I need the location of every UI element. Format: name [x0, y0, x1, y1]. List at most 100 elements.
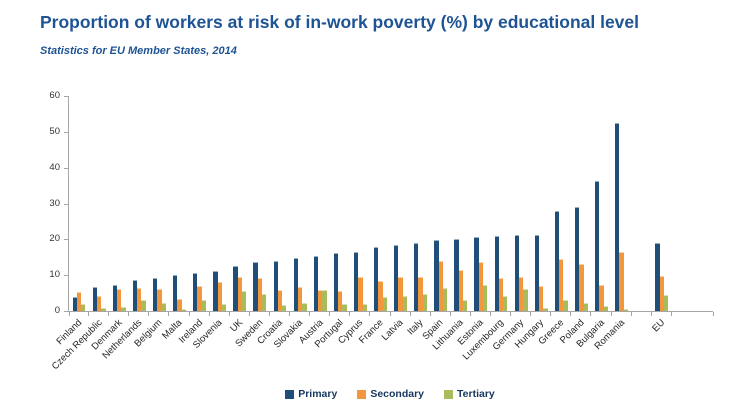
bar-tertiary-greece [563, 299, 568, 311]
bar-group-lithuania [451, 96, 471, 316]
bar-tertiary-denmark [121, 306, 126, 311]
bar-secondary-finland [76, 292, 82, 311]
chart-subtitle: Statistics for EU Member States, 2014 [40, 45, 237, 57]
bar-tertiary-slovenia [221, 303, 227, 311]
y-axis-tick-label-10: 10 [49, 269, 60, 281]
x-label-slot: Slovenia [191, 312, 229, 384]
legend-label-tertiary: Tertiary [457, 388, 495, 400]
bar-secondary-luxembourg [498, 278, 504, 311]
bar-primary-austria [313, 256, 319, 311]
bar-group-germany [511, 96, 532, 316]
bar-primary-france [374, 246, 379, 311]
x-label-slot: Slovakia [272, 312, 309, 384]
legend-label-primary: Primary [298, 388, 338, 400]
spacer-slot [632, 96, 652, 316]
bar-tertiary-poland [583, 303, 588, 311]
bar-secondary-bulgaria [599, 284, 604, 311]
x-label-slot: Cyprus [336, 312, 369, 384]
bar-tertiary-luxembourg [503, 296, 508, 311]
y-axis-tick-label-20: 20 [49, 233, 60, 245]
bar-group-finland [69, 96, 90, 316]
bar-tertiary-uk [241, 291, 247, 311]
bar-tertiary-romania [623, 308, 629, 311]
bar-secondary-slovakia [297, 287, 303, 311]
bar-tertiary-finland [81, 303, 86, 311]
x-label-slot: France [357, 312, 389, 384]
legend: Primary Secondary Tertiary [68, 388, 712, 400]
bar-primary-belgium [152, 278, 158, 311]
bar-secondary-croatia [277, 289, 283, 311]
bar-group-hungary [531, 96, 552, 316]
bar-primary-romania [615, 122, 620, 311]
y-axis-tick-label-40: 40 [49, 161, 60, 173]
y-axis-tick-mark [64, 311, 68, 312]
bar-secondary-spain [438, 261, 443, 311]
bar-group-spain [431, 96, 451, 316]
legend-item-secondary: Secondary [357, 388, 424, 400]
y-axis-tick-mark [64, 131, 68, 133]
legend-item-tertiary: Tertiary [444, 388, 495, 400]
x-axis-labels: Finland Czech Republic Denmark Netherlands B… [49, 312, 671, 384]
y-axis-tick-label-30: 30 [49, 197, 60, 209]
bar-group-ireland [190, 96, 210, 316]
bar-tertiary-italy [422, 293, 428, 311]
legend-item-primary: Primary [285, 388, 337, 400]
y-axis-tick-mark [64, 275, 68, 277]
y-axis-tick-mark [64, 239, 68, 241]
bar-secondary-portugal [338, 291, 343, 311]
x-label-slot: Sweden [233, 312, 269, 384]
bar-group-bulgaria [591, 96, 612, 316]
bar-group-denmark [109, 96, 130, 316]
bar-tertiary-belgium [161, 303, 166, 311]
bar-tertiary-bulgaria [603, 305, 608, 311]
bar-primary-luxembourg [494, 235, 499, 311]
bar-primary-portugal [333, 253, 339, 311]
bar-tertiary-sweden [262, 293, 267, 311]
bar-primary-netherlands [132, 280, 138, 311]
legend-swatch-primary [285, 389, 295, 399]
bar-tertiary-czech-republic [101, 307, 106, 311]
bar-primary-germany [514, 235, 519, 311]
bar-groups [69, 96, 672, 316]
bar-primary-bulgaria [595, 180, 600, 311]
bar-secondary-hungary [539, 286, 544, 311]
bar-primary-czech-republic [92, 286, 97, 311]
bar-group-portugal [330, 96, 351, 316]
bar-tertiary-estonia [483, 284, 488, 311]
bar-group-poland [571, 96, 592, 316]
bar-group-cyprus [350, 96, 371, 316]
bar-primary-greece [554, 211, 560, 311]
bar-tertiary-netherlands [141, 299, 146, 311]
bar-secondary-malta [177, 298, 182, 311]
bar-secondary-italy [418, 277, 423, 311]
bar-group-netherlands [129, 96, 150, 316]
bar-group-france [370, 96, 391, 316]
y-axis-tick-label-60: 60 [49, 90, 60, 101]
legend-swatch-secondary [357, 389, 367, 399]
x-label-slot: Belgium [132, 312, 168, 384]
x-label-slot: EU [650, 312, 671, 384]
bar-secondary-ireland [197, 285, 202, 311]
bar-secondary-estonia [478, 261, 484, 311]
legend-label-secondary: Secondary [370, 388, 425, 400]
y-axis-tick-mark [64, 96, 68, 97]
bar-secondary-slovenia [217, 282, 222, 311]
x-label-slot: Hungary [513, 312, 550, 384]
x-label-slot: Greece [537, 312, 570, 384]
x-label-slot: Malta [160, 312, 188, 384]
bar-group-latvia [391, 96, 411, 316]
bar-group-italy [411, 96, 431, 316]
plot-area [68, 96, 714, 316]
bar-tertiary-latvia [402, 295, 407, 311]
bar-secondary-belgium [157, 288, 162, 311]
bar-secondary-greece [559, 258, 564, 311]
bar-primary-hungary [534, 234, 540, 311]
bar-group-greece [551, 96, 572, 316]
bar-tertiary-spain [442, 288, 448, 311]
bar-primary-cyprus [353, 252, 359, 311]
bar-primary-croatia [273, 260, 278, 311]
bar-tertiary-eu [663, 294, 669, 311]
spacer-label-slot [631, 312, 651, 384]
legend-swatch-tertiary [444, 389, 454, 399]
